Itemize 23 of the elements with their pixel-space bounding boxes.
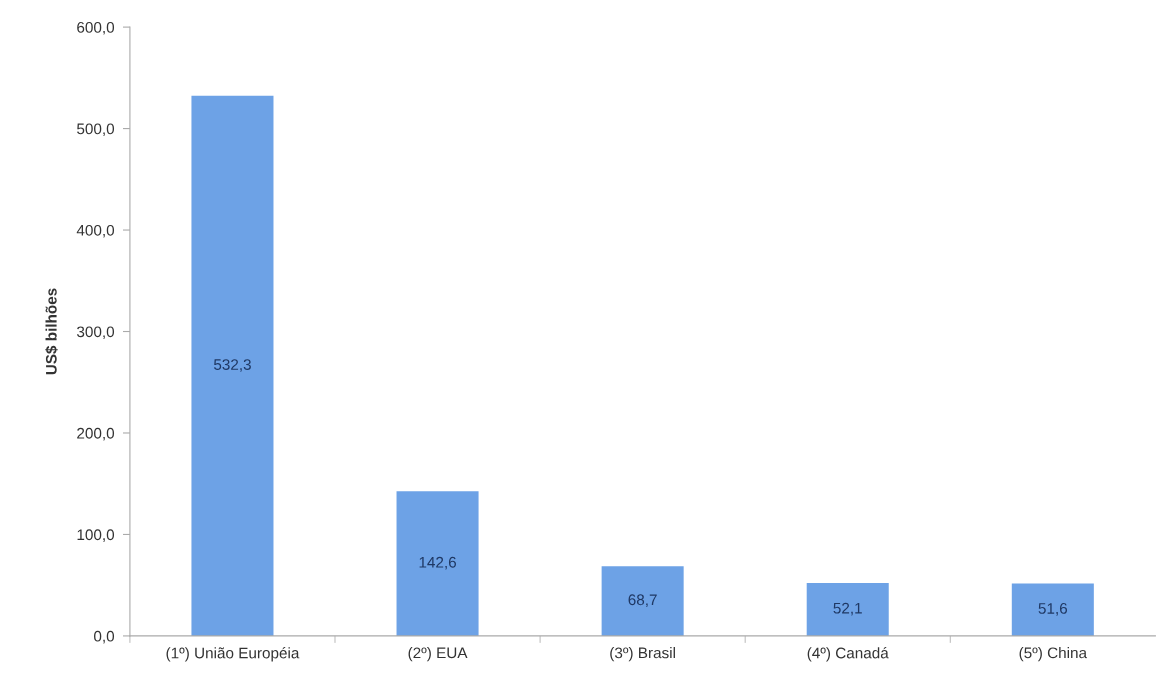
y-axis-title: US$ bilhões xyxy=(45,288,58,375)
x-tick-label: (1º) União Européia xyxy=(166,647,300,662)
bar xyxy=(1011,583,1094,636)
bar xyxy=(601,566,684,636)
y-tick-label: 300,0 xyxy=(77,326,115,340)
y-tick-label: 600,0 xyxy=(77,21,115,35)
x-tick-label: (2º) EUA xyxy=(408,647,468,662)
data-label: 52,1 xyxy=(833,602,862,616)
y-tick-label: 200,0 xyxy=(77,427,115,441)
x-tick-label: (4º) Canadá xyxy=(807,647,889,662)
y-tick-label: 0,0 xyxy=(94,630,115,644)
x-tick-label: (3º) Brasil xyxy=(610,647,675,662)
data-label: 51,6 xyxy=(1038,603,1068,616)
y-tick-label: 400,0 xyxy=(76,224,115,238)
x-tick-label: (5º) China xyxy=(1019,647,1088,662)
data-label: 68,7 xyxy=(628,594,657,607)
bar xyxy=(191,95,274,636)
bar xyxy=(806,583,889,636)
data-label: 532,3 xyxy=(213,359,251,372)
data-label: 142,6 xyxy=(419,556,456,570)
y-tick-label: 500,0 xyxy=(77,123,115,137)
bar xyxy=(396,491,479,636)
y-tick-label: 100,0 xyxy=(77,529,115,542)
